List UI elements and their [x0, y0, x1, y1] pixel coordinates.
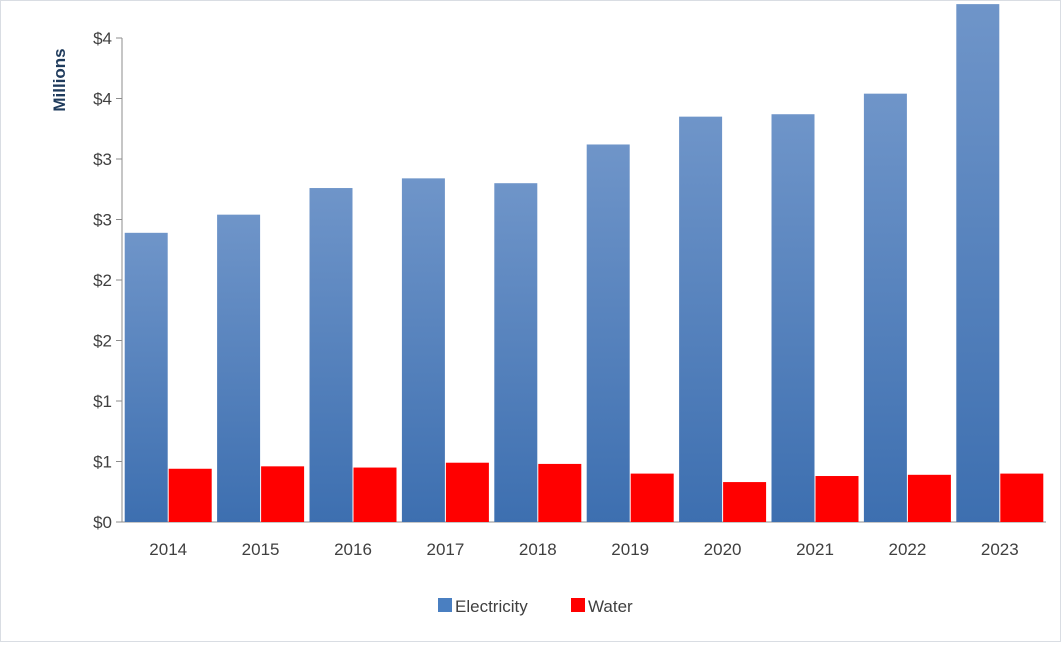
x-tick-label: 2019 — [611, 540, 649, 559]
x-tick-label: 2016 — [334, 540, 372, 559]
water-bar — [907, 474, 951, 522]
water-bar — [353, 467, 397, 522]
water-bar — [261, 466, 305, 522]
electricity-bar — [309, 188, 353, 523]
legend: Electricity Water — [438, 597, 633, 616]
y-tick-label: $3 — [93, 150, 112, 169]
y-tick-label: $1 — [93, 453, 112, 472]
y-axis-title: Millions — [50, 48, 69, 111]
y-tick-label: $3 — [93, 211, 112, 230]
electricity-bar — [494, 183, 538, 522]
water-bar — [815, 476, 859, 522]
x-tick-label: 2015 — [242, 540, 280, 559]
y-tick-label: $2 — [93, 271, 112, 290]
electricity-bar — [771, 114, 815, 522]
legend-swatch — [438, 598, 452, 612]
water-bar — [168, 468, 212, 522]
electricity-bar — [586, 144, 630, 523]
electricity-bar — [863, 93, 907, 522]
x-tick-label: 2021 — [796, 540, 834, 559]
y-tick-label: $2 — [93, 332, 112, 351]
legend-label: Electricity — [455, 597, 528, 616]
electricity-bar — [956, 4, 1000, 523]
x-tick-label: 2017 — [426, 540, 464, 559]
x-tick-label: 2020 — [704, 540, 742, 559]
electricity-bar — [217, 214, 261, 522]
legend-label: Water — [588, 597, 633, 616]
water-bar — [445, 462, 489, 522]
electricity-bar — [679, 116, 723, 523]
legend-swatch — [571, 598, 585, 612]
water-bar — [723, 482, 767, 522]
water-bar — [538, 463, 582, 522]
x-tick-label: 2018 — [519, 540, 557, 559]
x-tick-label: 2022 — [888, 540, 926, 559]
y-tick-label: $4 — [93, 29, 112, 48]
electricity-bar — [124, 232, 168, 522]
y-tick-label: $0 — [93, 513, 112, 532]
water-bar — [630, 473, 674, 522]
electricity-bar — [401, 178, 445, 523]
y-tick-label: $1 — [93, 392, 112, 411]
bars — [124, 4, 1044, 523]
x-tick-label: 2023 — [981, 540, 1019, 559]
y-axis: $0 $1 $1 $2 $2 $3 $3 $4 $4 — [93, 29, 123, 532]
water-bar — [1000, 473, 1044, 522]
x-tick-label: 2014 — [149, 540, 187, 559]
y-tick-label: $4 — [93, 90, 112, 109]
x-axis: 2014 2015 2016 2017 2018 2019 2020 2021 2022 2023 — [122, 521, 1046, 559]
